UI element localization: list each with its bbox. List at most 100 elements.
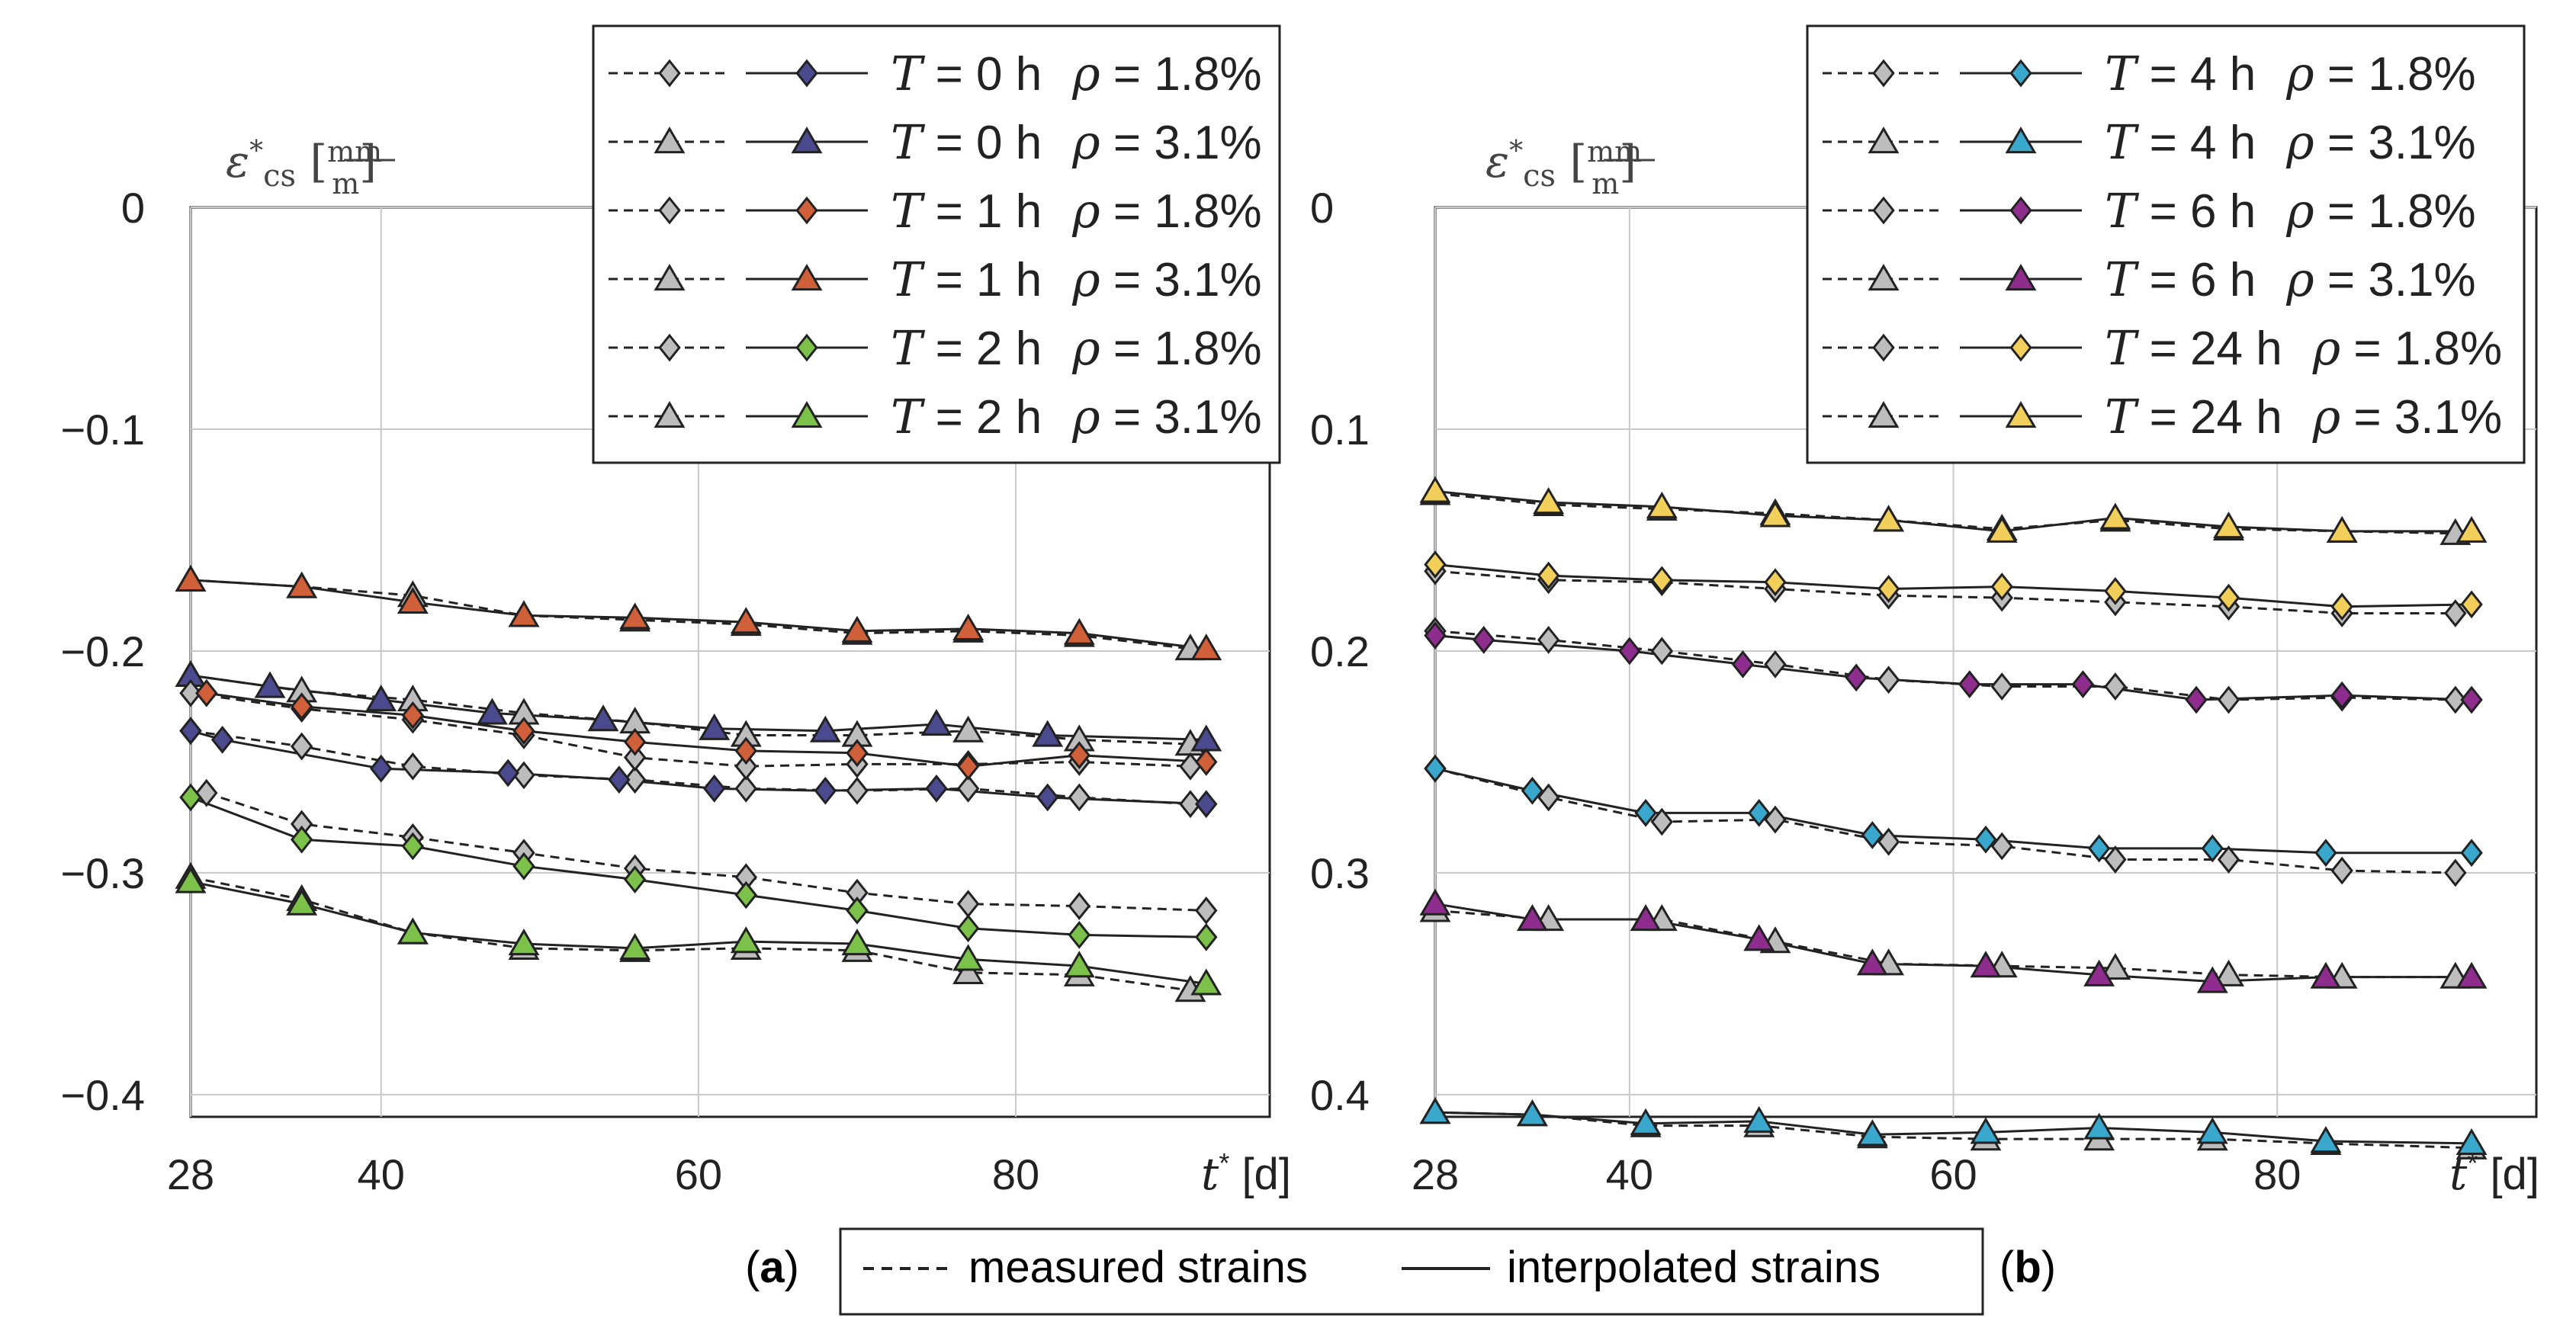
interpolated-point bbox=[290, 825, 313, 854]
legend-measured-marker bbox=[658, 333, 681, 362]
x-tick-label: 60 bbox=[1929, 1150, 1977, 1198]
interpolated-point bbox=[1970, 1117, 2002, 1144]
interpolated-series-line bbox=[1434, 767, 2472, 855]
interpolated-point bbox=[512, 717, 535, 746]
interpolated-point bbox=[476, 698, 508, 725]
interpolated-point bbox=[369, 754, 393, 783]
legend-measured-marker bbox=[1872, 59, 1895, 88]
measured-series-line bbox=[190, 579, 1191, 650]
interpolated-series-line bbox=[190, 796, 1206, 938]
legend-interpolated-marker bbox=[2009, 333, 2032, 362]
interpolated-point bbox=[401, 701, 425, 730]
x-tick-label: 60 bbox=[675, 1150, 722, 1198]
interpolated-point bbox=[1759, 500, 1791, 528]
interpolated-point bbox=[1063, 951, 1095, 978]
interpolated-point bbox=[1419, 476, 1451, 503]
interpolated-point bbox=[1195, 790, 1218, 819]
interpolated-point bbox=[956, 914, 980, 943]
measured-point bbox=[1990, 832, 2013, 861]
interpolated-point bbox=[2071, 670, 2095, 698]
interpolated-point bbox=[1618, 637, 1641, 666]
interpolated-point bbox=[1856, 948, 1888, 976]
measured-point bbox=[290, 732, 313, 761]
interpolated-point bbox=[1195, 748, 1218, 776]
measured-series-line bbox=[206, 791, 1206, 912]
interpolated-point bbox=[2460, 590, 2483, 619]
interpolated-point bbox=[1986, 515, 2018, 543]
measured-series-line bbox=[190, 730, 1191, 806]
x-tick-label: 28 bbox=[167, 1150, 214, 1198]
measured-point bbox=[952, 957, 984, 984]
panel-a-chart: 28 40 60 80 0 −0.1 −0.2 −0.3 −0.4 ε*cs [mm m] t* [d… bbox=[60, 24, 1291, 1200]
interpolated-series-line bbox=[1434, 634, 2472, 701]
y-tick-label: 0.1 bbox=[1310, 406, 1370, 454]
interpolated-point bbox=[175, 866, 207, 893]
measured-point bbox=[623, 743, 647, 772]
measured-point bbox=[952, 715, 984, 743]
interpolated-point bbox=[401, 832, 425, 861]
interpolated-point bbox=[1845, 663, 1868, 692]
interpolated-point bbox=[814, 776, 837, 805]
legend-interpolated-marker bbox=[2005, 264, 2037, 291]
measured-point bbox=[2217, 685, 2240, 714]
measured-point bbox=[1650, 807, 1674, 836]
legend-measured-marker bbox=[1868, 264, 1900, 291]
measured-point bbox=[179, 678, 202, 707]
x-tick-label: 80 bbox=[992, 1150, 1039, 1198]
measured-point bbox=[2213, 959, 2244, 986]
measured-point bbox=[623, 765, 647, 794]
interpolated-point bbox=[2326, 515, 2358, 543]
interpolated-point bbox=[952, 944, 984, 971]
interpolated-point bbox=[846, 739, 869, 768]
legend-interpolated-marker bbox=[795, 59, 818, 88]
interpolated-series-line bbox=[1434, 563, 2472, 608]
measured-point bbox=[956, 774, 980, 803]
measured-point bbox=[2444, 858, 2467, 887]
measured-point bbox=[1877, 827, 1900, 856]
interpolated-point bbox=[1419, 888, 1451, 916]
measured-point bbox=[2444, 599, 2467, 627]
interpolated-point bbox=[1032, 720, 1064, 747]
bottom-legend-frame bbox=[839, 1227, 1984, 1316]
interpolated-point bbox=[623, 865, 647, 894]
interpolated-point bbox=[1764, 568, 1787, 597]
interpolated-point bbox=[1958, 670, 1981, 698]
interpolated-point bbox=[290, 692, 313, 721]
interpolated-point bbox=[2460, 839, 2483, 868]
measured-strains-label: measured strains bbox=[968, 1243, 1308, 1292]
measured-point bbox=[1764, 805, 1787, 834]
interpolated-point bbox=[734, 736, 758, 765]
legend-interpolated-marker bbox=[2009, 196, 2032, 225]
interpolated-point bbox=[1650, 566, 1674, 595]
interpolated-point bbox=[1990, 573, 2013, 601]
interpolated-point bbox=[1856, 1119, 1888, 1147]
y-tick-label: 0 bbox=[121, 184, 145, 232]
measured-point bbox=[195, 778, 218, 807]
measured-point bbox=[846, 776, 869, 805]
interpolated-point bbox=[841, 929, 873, 956]
interpolated-point bbox=[2099, 502, 2131, 530]
measured-series-line bbox=[190, 691, 1191, 768]
legend-measured-marker bbox=[654, 264, 686, 291]
interpolated-point bbox=[2330, 592, 2353, 621]
legend-measured-marker bbox=[1872, 196, 1895, 225]
interpolated-point bbox=[1068, 741, 1091, 770]
measured-point bbox=[2099, 953, 2131, 980]
interpolated-point bbox=[175, 564, 207, 592]
interpolated-point bbox=[619, 602, 651, 630]
interpolated-point bbox=[1068, 920, 1091, 949]
interpolated-point bbox=[2310, 1126, 2342, 1153]
interpolated-point bbox=[1419, 1097, 1451, 1124]
y-tick-label: −0.4 bbox=[60, 1071, 145, 1119]
interpolated-series-line bbox=[1434, 489, 2472, 533]
interpolated-series-line bbox=[190, 579, 1206, 650]
interpolated-series-line bbox=[1434, 1111, 2472, 1145]
y-tick-label: −0.3 bbox=[60, 849, 145, 897]
interpolated-point bbox=[730, 926, 762, 954]
interpolated-point bbox=[1190, 634, 1222, 661]
interpolated-point bbox=[2104, 576, 2127, 605]
